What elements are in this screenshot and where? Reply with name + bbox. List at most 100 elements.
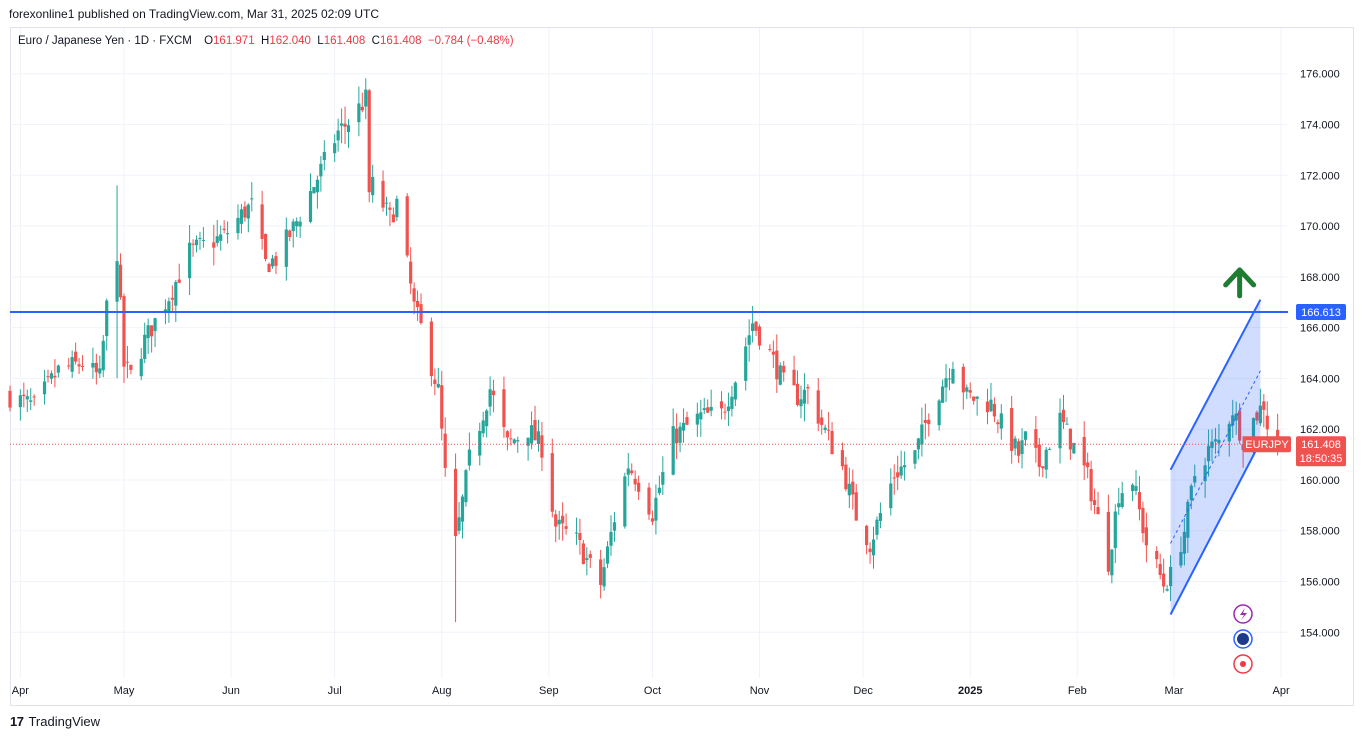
candle-body	[1020, 440, 1024, 454]
candle-body	[502, 389, 506, 428]
close-label: C	[371, 35, 380, 47]
candle-body	[1130, 484, 1135, 492]
price-axis[interactable]: 176.000 174.000 172.000 170.000 168.000 166.0…	[1300, 69, 1340, 640]
candle-body	[360, 106, 364, 111]
candle-body	[975, 396, 979, 399]
time-axis[interactable]: Apr May Jun Jul Aug Sep Oct Nov Dec 2025 Feb Mar Apr	[12, 685, 1290, 697]
candle-body	[8, 390, 12, 408]
candle-body	[364, 89, 368, 107]
candle-body	[505, 431, 509, 438]
candle-body	[913, 450, 917, 464]
candle-body	[49, 373, 54, 379]
candle-body	[488, 389, 492, 407]
candle-body	[968, 390, 972, 393]
candle-body	[94, 362, 98, 373]
candle-body	[1231, 415, 1235, 426]
candle-body	[46, 376, 50, 378]
tradingview-footer[interactable]: 17 TradingView	[10, 714, 100, 729]
candle-body	[91, 363, 95, 368]
candle-body	[685, 417, 689, 425]
candle-body	[823, 427, 827, 430]
change-value: −0.784 (−0.48%)	[427, 35, 514, 47]
candle-body	[536, 431, 541, 445]
chart-frame	[10, 27, 1354, 706]
candle-body	[578, 532, 582, 541]
candle-body	[153, 318, 157, 331]
candle-body	[920, 424, 924, 445]
candle-body	[395, 198, 399, 218]
symbol-tag	[1243, 436, 1291, 453]
time-tick-label: Aug	[432, 685, 452, 697]
candle-body	[453, 468, 458, 537]
symbol-title[interactable]: Euro / Japanese Yen · 1D · FXCM	[18, 35, 192, 47]
candle-body	[526, 437, 530, 446]
high-value: 162.040	[269, 35, 311, 47]
candle-body	[284, 229, 288, 267]
candle-body	[878, 512, 883, 521]
candle-body	[647, 487, 651, 515]
candle-body	[623, 476, 627, 527]
candle-body	[1058, 412, 1062, 449]
candle-body	[1210, 441, 1214, 448]
candle-body	[806, 386, 810, 389]
candle-body	[865, 525, 869, 546]
candle-body	[778, 365, 782, 385]
record-icon	[1233, 654, 1253, 674]
candle-body	[1141, 507, 1145, 534]
candle-body	[889, 483, 893, 509]
candle-body	[585, 558, 589, 561]
candle-body	[194, 239, 199, 246]
candle-body	[816, 390, 820, 424]
candle-body	[105, 300, 109, 337]
candle-body	[1134, 486, 1138, 491]
candle-body	[288, 230, 292, 238]
candle-body	[485, 410, 489, 427]
candle-body	[771, 351, 775, 355]
publisher-line: forexonline1 published on TradingView.co…	[9, 7, 380, 21]
candle-body	[222, 228, 226, 231]
candle-body	[264, 233, 268, 260]
candle-body	[744, 346, 748, 381]
candle-body	[118, 264, 123, 298]
candle-body	[1144, 527, 1148, 546]
drawings	[10, 267, 1288, 615]
candle-body	[53, 375, 57, 378]
last-price-tag	[1296, 436, 1346, 467]
candle-body	[18, 395, 22, 408]
candle-body	[1096, 507, 1100, 515]
candle-body	[602, 567, 606, 587]
candle-body	[1137, 491, 1142, 510]
candle-body	[564, 526, 568, 529]
candle-body	[768, 349, 772, 351]
candle-body	[733, 382, 737, 400]
candle-body	[751, 323, 755, 332]
candle-body	[1262, 401, 1266, 410]
candle-body	[1023, 431, 1028, 440]
candle-body	[1106, 511, 1110, 572]
price-tick-label: 158.000	[1300, 526, 1340, 538]
candle-body	[775, 350, 779, 380]
candle-body	[429, 321, 433, 377]
side-icons[interactable]	[1233, 604, 1253, 674]
candle-body	[599, 559, 603, 585]
time-tick-label: Sep	[539, 685, 559, 697]
candle-body	[1061, 409, 1066, 423]
candle-body	[1072, 442, 1076, 454]
candle-body	[371, 176, 375, 196]
candle-body	[22, 394, 26, 397]
time-tick-label: Jun	[222, 685, 240, 697]
candle-body	[319, 163, 323, 177]
candle-body	[851, 481, 855, 495]
candle-body	[1117, 503, 1121, 508]
candle-body	[1048, 449, 1052, 451]
candle-body	[1086, 462, 1090, 468]
candle-body	[125, 361, 130, 363]
candle-body	[626, 468, 630, 475]
candle-body	[540, 435, 544, 458]
open-value: 161.971	[213, 35, 255, 47]
open-label: O	[204, 35, 214, 47]
candle-body	[1120, 493, 1124, 507]
candle-body	[1016, 441, 1021, 456]
price-tick-label: 162.000	[1300, 424, 1340, 436]
